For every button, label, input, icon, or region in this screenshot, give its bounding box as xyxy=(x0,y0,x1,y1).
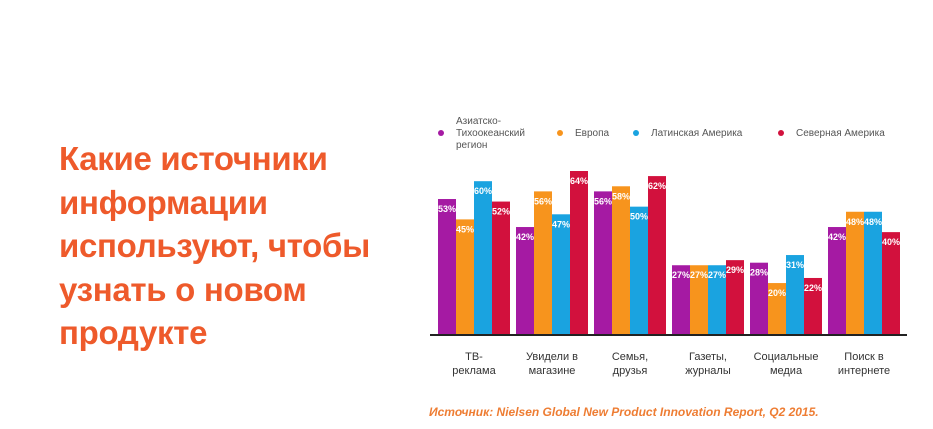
bar xyxy=(612,186,630,334)
category-label: магазине xyxy=(529,365,576,377)
bar xyxy=(846,211,864,334)
bar xyxy=(516,227,534,334)
headline-line: используют, чтобы xyxy=(59,227,370,264)
data-label: 31% xyxy=(786,260,804,270)
bar xyxy=(534,191,552,334)
bar xyxy=(672,265,690,334)
category-label: Социальные xyxy=(754,351,819,363)
headline-line: Какие источники xyxy=(59,140,328,177)
legend-label: Латинская Америка xyxy=(651,128,743,139)
data-label: 45% xyxy=(456,224,474,234)
data-label: 20% xyxy=(768,288,786,298)
bar xyxy=(828,227,846,334)
bar xyxy=(726,260,744,334)
category-label: реклама xyxy=(452,365,496,377)
bar xyxy=(630,206,648,334)
data-label: 42% xyxy=(516,232,534,242)
category-label: интернете xyxy=(838,365,890,377)
data-label: 56% xyxy=(534,196,552,206)
category-label: Газеты, xyxy=(689,351,727,363)
category-label: друзья xyxy=(613,365,648,377)
legend-marker xyxy=(438,130,444,136)
data-label: 22% xyxy=(804,283,822,293)
category-label: журналы xyxy=(685,365,731,377)
category-label: Поиск в xyxy=(844,351,884,363)
data-label: 27% xyxy=(672,270,690,280)
bar xyxy=(456,219,474,334)
bar xyxy=(786,255,804,334)
bar xyxy=(438,199,456,334)
bar xyxy=(570,171,588,334)
legend-marker xyxy=(633,130,639,136)
legend-label: Северная Америка xyxy=(796,128,885,139)
headline-line: узнать о новом xyxy=(59,270,307,308)
bar xyxy=(882,232,900,334)
legend-label: регион xyxy=(456,140,487,151)
data-label: 50% xyxy=(630,212,648,222)
bar xyxy=(864,211,882,334)
data-label: 48% xyxy=(864,217,882,227)
data-label: 27% xyxy=(708,270,726,280)
data-label: 40% xyxy=(882,237,900,247)
data-label: 28% xyxy=(750,268,768,278)
bar xyxy=(474,181,492,334)
category-label: медиа xyxy=(770,365,803,377)
data-label: 64% xyxy=(570,176,588,186)
headline: Какие источники информации используют, ч… xyxy=(59,137,389,355)
bar xyxy=(492,201,510,334)
bar xyxy=(750,262,768,334)
bar xyxy=(594,191,612,334)
category-label: Увидели в xyxy=(526,351,578,363)
data-label: 60% xyxy=(474,186,492,196)
bar xyxy=(648,176,666,334)
data-label: 42% xyxy=(828,232,846,242)
data-label: 53% xyxy=(438,204,456,214)
data-label: 56% xyxy=(594,196,612,206)
legend-marker xyxy=(557,130,563,136)
data-label: 58% xyxy=(612,191,630,201)
data-label: 52% xyxy=(492,207,510,217)
category-label: ТВ- xyxy=(465,351,483,363)
data-label: 47% xyxy=(552,219,570,229)
category-label: Семья, xyxy=(612,351,648,363)
legend-label: Европа xyxy=(575,128,610,139)
bar xyxy=(804,277,822,334)
bar xyxy=(768,283,786,334)
bar xyxy=(552,214,570,334)
legend-marker xyxy=(778,130,784,136)
legend-label: Тихоокеанский xyxy=(456,128,525,139)
data-label: 48% xyxy=(846,217,864,227)
legend-label: Азиатско- xyxy=(456,116,501,127)
bar xyxy=(690,265,708,334)
headline-line: продукте xyxy=(59,314,208,351)
data-label: 27% xyxy=(690,270,708,280)
bar xyxy=(708,265,726,334)
data-label: 29% xyxy=(726,265,744,275)
data-label: 62% xyxy=(648,181,666,191)
source-note: Источник: Nielsen Global New Product Inn… xyxy=(429,405,819,419)
headline-line: информации xyxy=(59,183,268,221)
